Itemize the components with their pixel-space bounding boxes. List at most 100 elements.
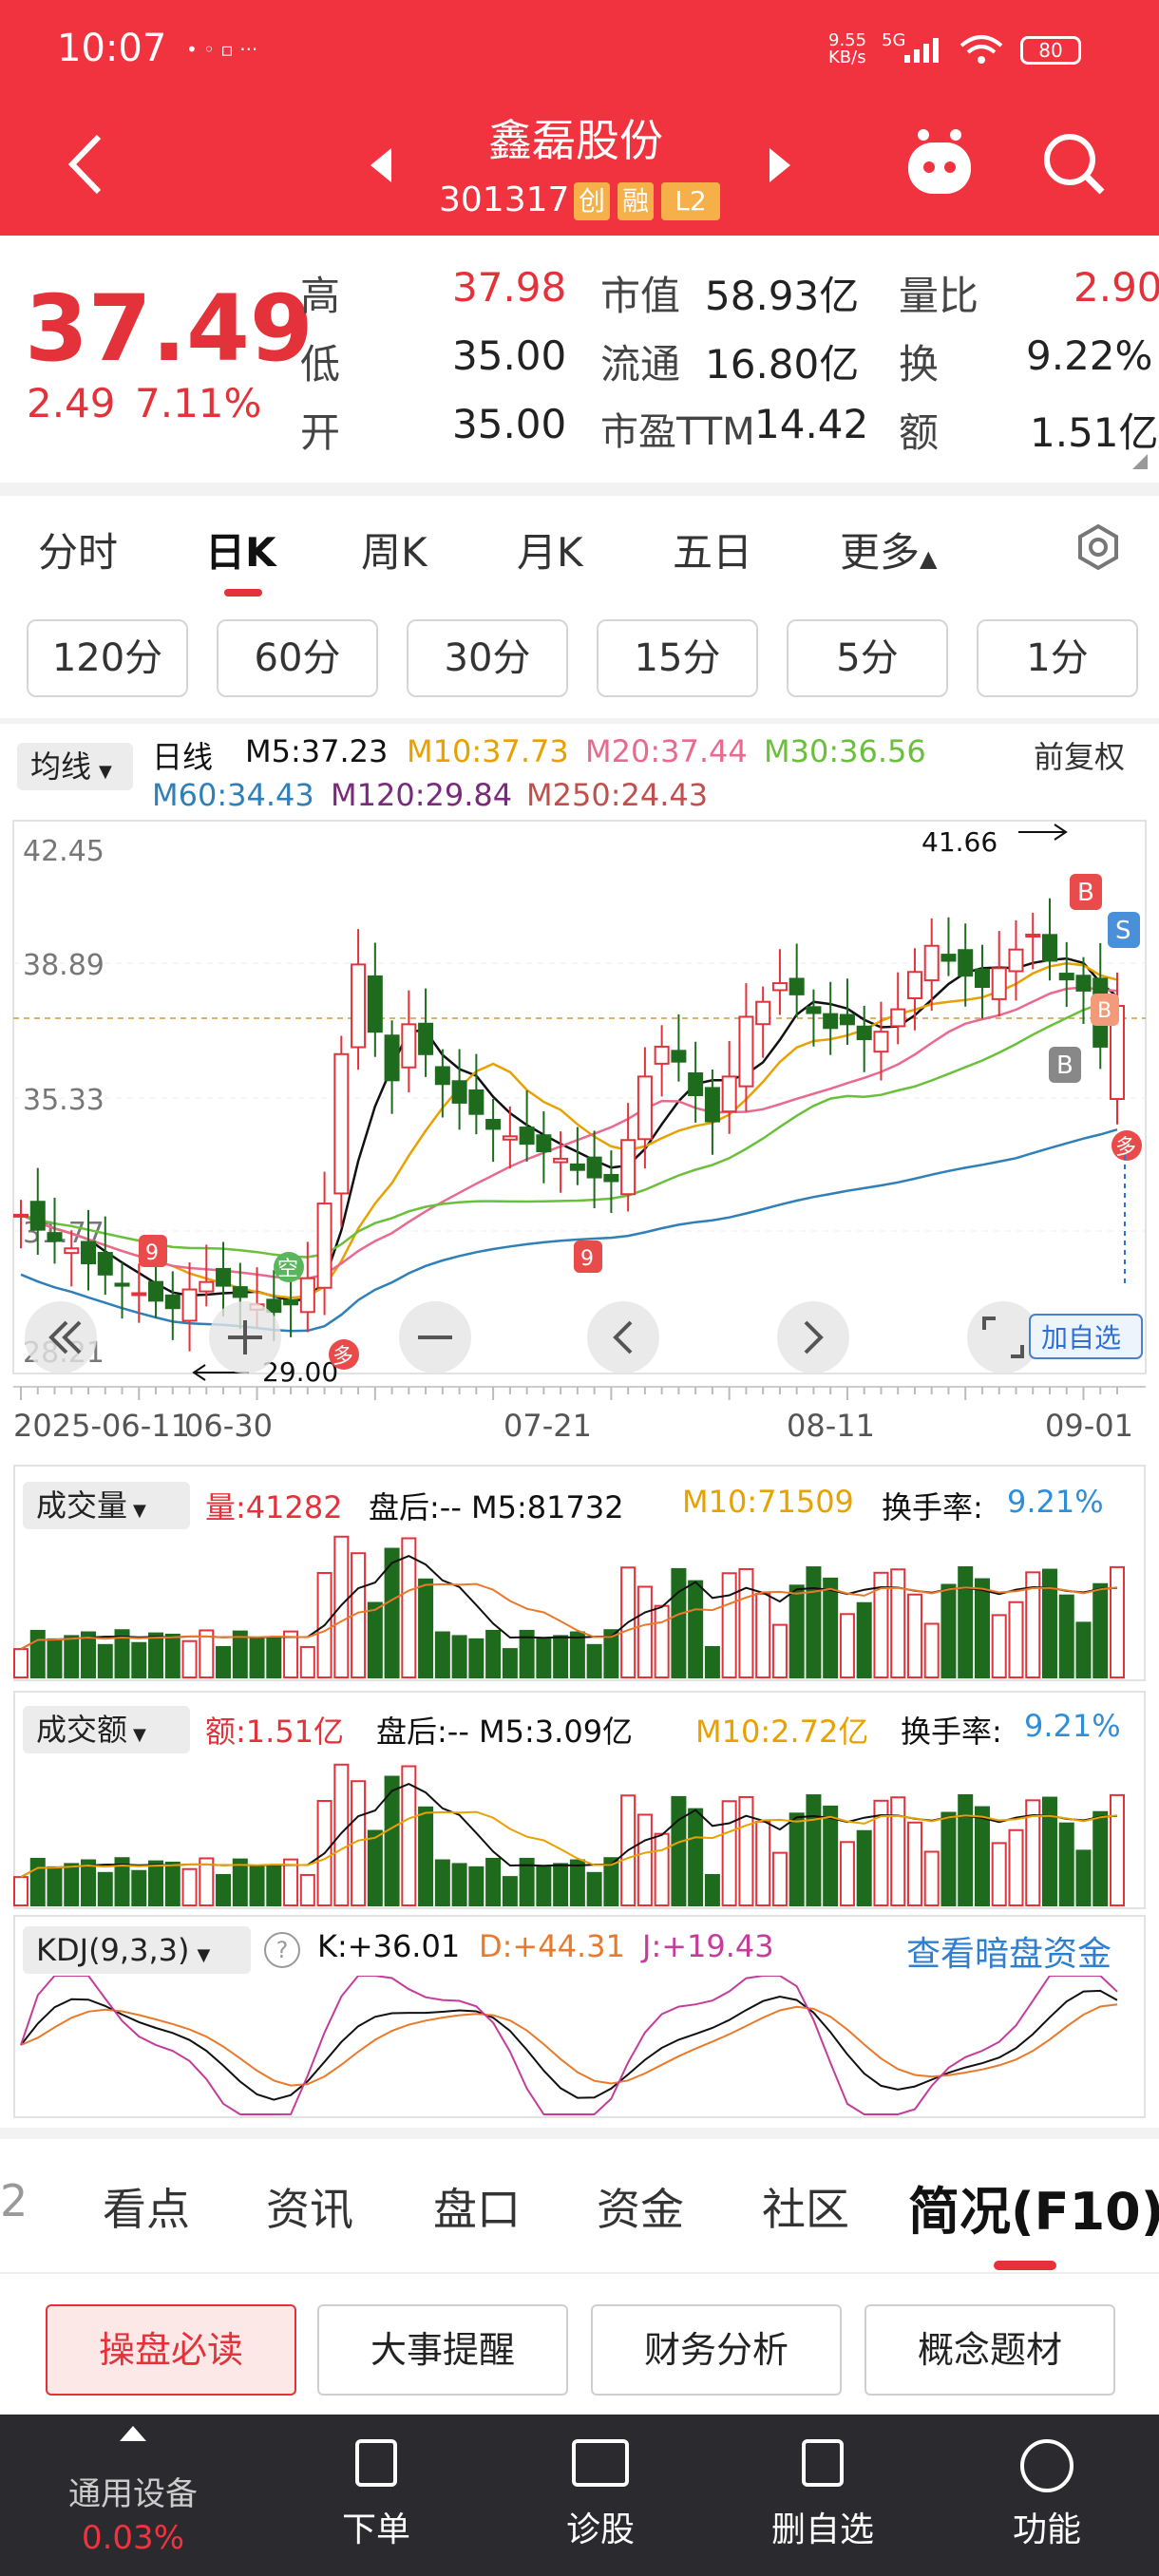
candle-body	[958, 949, 974, 977]
bar	[199, 1857, 215, 1906]
bar	[974, 1806, 990, 1906]
search-icon[interactable]	[1041, 131, 1108, 198]
minute-btn-5[interactable]: 5分	[787, 619, 948, 697]
tab-highlights[interactable]: 看点	[103, 2184, 190, 2235]
bar	[974, 1578, 990, 1678]
dark-pool-link[interactable]: 查看暗盘资金	[906, 1935, 1112, 1974]
tab-more[interactable]: 更多▲	[840, 529, 938, 576]
feature-btn-events[interactable]: 大事提醒	[317, 2304, 568, 2396]
bar	[299, 1645, 315, 1679]
candle-body	[974, 968, 990, 989]
bar	[1110, 1565, 1125, 1679]
remove-watch-button[interactable]: 删自选	[728, 2415, 918, 2576]
tab-timeshare[interactable]: 分时	[38, 529, 119, 576]
bar	[923, 1850, 940, 1906]
ma5-label: M5:37.23	[245, 733, 389, 769]
chart-settings-icon[interactable]	[1074, 522, 1123, 572]
prev-stock-icon[interactable]	[367, 146, 395, 184]
indicator-select[interactable]: 均线 ▼	[17, 743, 133, 790]
feature-btn-financials[interactable]: 财务分析	[591, 2304, 842, 2396]
back-icon[interactable]	[66, 133, 104, 196]
remove-watch-icon	[802, 2439, 844, 2487]
bar	[519, 1629, 535, 1678]
tab-weekly-k[interactable]: 周K	[361, 529, 428, 576]
kline-chart[interactable]: 42.45 38.89 35.33 31.77 28.21 41.66 29.0…	[0, 817, 1159, 1444]
ma-lines	[20, 957, 1118, 1333]
tab-capital[interactable]: 资金	[597, 2184, 684, 2235]
bar	[923, 1622, 940, 1678]
expand-corner-icon[interactable]	[1130, 452, 1150, 471]
bull-marker	[1112, 1130, 1142, 1161]
high-arrow-icon	[1018, 824, 1068, 841]
bar	[283, 1858, 299, 1906]
bar	[384, 1547, 400, 1679]
badge-chuang: 创	[574, 182, 610, 220]
tab-partial[interactable]: 2	[0, 2175, 28, 2226]
badge-rong: 融	[618, 182, 654, 220]
place-order-button[interactable]: 下单	[281, 2415, 471, 2576]
quote-label-pe: 市盈TTM	[600, 410, 755, 454]
candle-body	[923, 944, 940, 982]
tab-orderbook[interactable]: 盘口	[433, 2184, 521, 2235]
feature-btn-trading-guide[interactable]: 操盘必读	[46, 2304, 296, 2396]
help-icon[interactable]: ?	[264, 1932, 300, 1968]
kdj-select[interactable]: KDJ(9,3,3) ▼	[23, 1926, 251, 1974]
next-stock-icon[interactable]	[766, 146, 794, 184]
amount-select[interactable]: 成交额 ▼	[23, 1706, 190, 1753]
bar	[232, 1858, 248, 1906]
bar	[29, 1857, 46, 1906]
zoom-out-icon[interactable]	[399, 1301, 471, 1373]
bar	[806, 1566, 822, 1678]
bar	[586, 1871, 602, 1906]
tab-five-day[interactable]: 五日	[673, 529, 753, 576]
kdj-panel	[13, 1915, 1146, 2118]
x-label-4: 09-01	[1045, 1408, 1133, 1444]
minute-btn-1[interactable]: 1分	[977, 619, 1138, 697]
candle-body	[81, 1241, 97, 1265]
diagnose-button[interactable]: 诊股	[505, 2415, 695, 2576]
add-watch-button[interactable]	[1029, 1314, 1143, 1359]
tab-profile-f10[interactable]: 简况(F10)	[908, 2182, 1159, 2242]
empty-marker-label: 空	[277, 1258, 298, 1281]
minute-btn-60[interactable]: 60分	[217, 619, 378, 697]
zoom-in-icon[interactable]	[209, 1301, 281, 1373]
quote-value-low: 35.00	[452, 332, 567, 379]
adjust-mode[interactable]: 前复权	[1034, 739, 1126, 775]
tab-community[interactable]: 社区	[762, 2184, 849, 2235]
bull-marker-label: 多	[1115, 1136, 1136, 1160]
bar	[451, 1635, 467, 1678]
index-ticker[interactable]: 通用设备 0.03%	[38, 2415, 228, 2576]
scroll-left-icon[interactable]	[25, 1301, 97, 1373]
notification-icon: • ◦ ▫ ···	[186, 38, 258, 61]
tab-daily-k[interactable]: 日K	[205, 529, 276, 576]
separator	[0, 483, 1159, 496]
tab-monthly-k[interactable]: 月K	[517, 529, 583, 576]
functions-button[interactable]: 功能	[952, 2415, 1142, 2576]
bar	[688, 1808, 704, 1906]
robot-assistant-icon[interactable]	[904, 127, 975, 199]
sell-marker	[1108, 912, 1140, 948]
move-right-icon[interactable]	[777, 1301, 849, 1373]
ma10-line	[20, 961, 1118, 1299]
bar	[283, 1630, 299, 1678]
candle-body	[788, 977, 805, 995]
quote-label-float: 流通	[600, 341, 681, 388]
feature-btn-concepts[interactable]: 概念题材	[864, 2304, 1115, 2396]
minute-btn-120[interactable]: 120分	[27, 619, 188, 697]
quote-label-high: 高	[300, 273, 341, 319]
bar	[249, 1865, 265, 1906]
minute-btn-15[interactable]: 15分	[597, 619, 758, 697]
bar	[47, 1866, 63, 1906]
bar	[738, 1567, 754, 1678]
fullscreen-icon[interactable]	[967, 1301, 1039, 1373]
bar	[654, 1832, 670, 1906]
minute-btn-30[interactable]: 30分	[407, 619, 568, 697]
tab-news[interactable]: 资讯	[266, 2184, 353, 2235]
candle-body	[283, 1299, 299, 1306]
bar	[940, 1583, 957, 1678]
volume-select[interactable]: 成交量 ▼	[23, 1482, 190, 1529]
bar	[299, 1873, 315, 1907]
bar	[788, 1584, 805, 1678]
bar	[131, 1869, 147, 1907]
move-left-icon[interactable]	[587, 1301, 659, 1373]
